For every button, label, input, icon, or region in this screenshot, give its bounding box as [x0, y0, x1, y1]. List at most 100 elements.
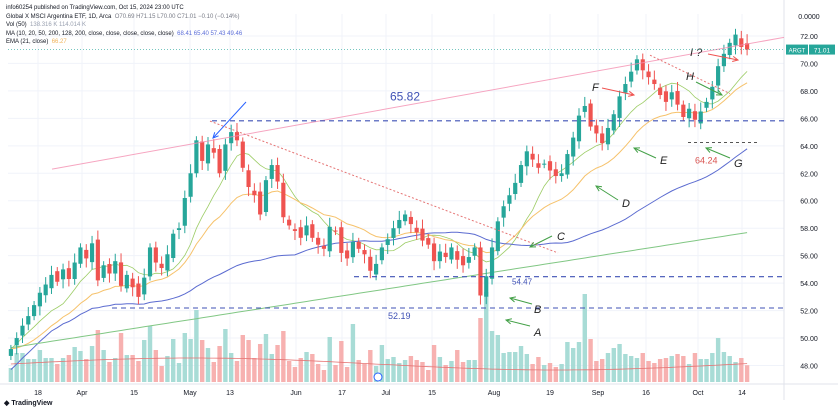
volume-bar [397, 363, 402, 382]
volume-bar [733, 362, 738, 382]
volume-bar [194, 310, 199, 382]
annotation-arrow [705, 147, 731, 159]
candle-body [698, 111, 703, 124]
price-tick-label: 0.0000 [798, 14, 820, 21]
candle-body [402, 214, 408, 222]
volume-bar [14, 353, 19, 382]
volume-bar [727, 356, 732, 382]
volume-bar [327, 337, 332, 382]
volume-bar [66, 355, 72, 382]
volume-bar [379, 345, 385, 382]
volume-bar [286, 361, 292, 382]
candle-body [217, 148, 222, 174]
annotation-arrow-head [595, 185, 603, 192]
candle-body [501, 206, 506, 218]
candle-body [466, 257, 471, 263]
ema-21-line [10, 82, 748, 350]
volume-bar [182, 333, 188, 382]
candle-body [745, 43, 750, 50]
volume-bar [669, 356, 674, 382]
candle-body [513, 182, 518, 195]
candle-body [165, 254, 170, 271]
volume-bar [623, 354, 628, 382]
volume-bar [37, 350, 43, 382]
candles [8, 28, 750, 361]
falling-trendline [209, 120, 559, 254]
candle-body [739, 38, 744, 47]
time-tick-label: 19 [546, 390, 554, 397]
price-tick-label: 64.00 [800, 144, 818, 151]
volume-bar [252, 358, 257, 382]
volume-bar [8, 368, 14, 382]
volume-bar [89, 346, 95, 382]
candle-body [658, 87, 663, 96]
candle-body [333, 230, 338, 232]
volume-bar [310, 354, 315, 382]
candle-body [269, 165, 274, 179]
candle-body [350, 241, 356, 258]
volume-bar [72, 347, 77, 382]
volume-bar [594, 361, 599, 382]
annotation-label: D [622, 198, 630, 210]
candle-body [669, 92, 674, 100]
annotation-arrow [601, 87, 635, 96]
volume-bar [257, 344, 263, 382]
last-price-tag-text: 71.01 [814, 48, 831, 55]
volume-bar [153, 350, 159, 382]
candle-body [478, 247, 483, 296]
volume-bar [542, 365, 547, 382]
time-tick-label: 14 [738, 390, 746, 397]
candle-body [95, 239, 100, 281]
publish-line: info60254 published on TradingView.com, … [6, 5, 184, 11]
volume-bar [20, 353, 25, 382]
candle-body [530, 153, 535, 160]
candle-body [43, 284, 48, 296]
price-tick-label: 60.00 [800, 199, 818, 206]
candle-body [89, 243, 95, 263]
volume-bar [136, 361, 141, 382]
annotation-label: E [660, 155, 668, 167]
volume-bar [171, 339, 176, 382]
volume-bar [686, 364, 692, 382]
annotation-arrow [695, 81, 723, 96]
volume-bar [298, 358, 303, 382]
ohlc-values: O70.69 H71.15 L70.00 C71.01 −0.10 (−0.14… [114, 13, 240, 20]
annotation-arrow-head [504, 318, 512, 325]
symbol-tag [786, 44, 808, 55]
grid-lines [8, 14, 784, 382]
volume-bar [402, 360, 408, 382]
volume-bar [26, 359, 31, 382]
candle-body [634, 59, 640, 71]
volume-bar [130, 355, 135, 382]
candle-body [414, 227, 419, 233]
volume-bar [634, 358, 640, 382]
volume-bar [350, 324, 356, 382]
volume-bar [692, 353, 698, 382]
volume-bar [142, 340, 147, 382]
candle-body [182, 198, 187, 226]
level-label-65: 65.82 [390, 90, 420, 104]
candle-body [292, 229, 298, 231]
candle-body [397, 219, 402, 229]
candle-body [681, 104, 686, 117]
volume-bar [739, 358, 744, 382]
volume-bar [304, 352, 309, 382]
volume-bar [501, 353, 506, 382]
volume-bar [460, 362, 466, 382]
candle-body [559, 173, 564, 177]
annotation-label: H [686, 71, 694, 83]
candle-body [107, 264, 112, 274]
candle-body [646, 71, 651, 78]
volume-bar [744, 365, 750, 382]
candle-body [327, 226, 332, 252]
candle-body [663, 91, 669, 102]
volume-bar [617, 344, 622, 382]
ema-value: 66.27 [51, 39, 67, 46]
volume-bar [663, 358, 669, 382]
candle-body [704, 101, 709, 108]
volume-bar [205, 348, 211, 382]
time-tick-label: Apr [77, 390, 89, 397]
volume-bar [478, 318, 483, 382]
volume-bar [489, 331, 495, 382]
